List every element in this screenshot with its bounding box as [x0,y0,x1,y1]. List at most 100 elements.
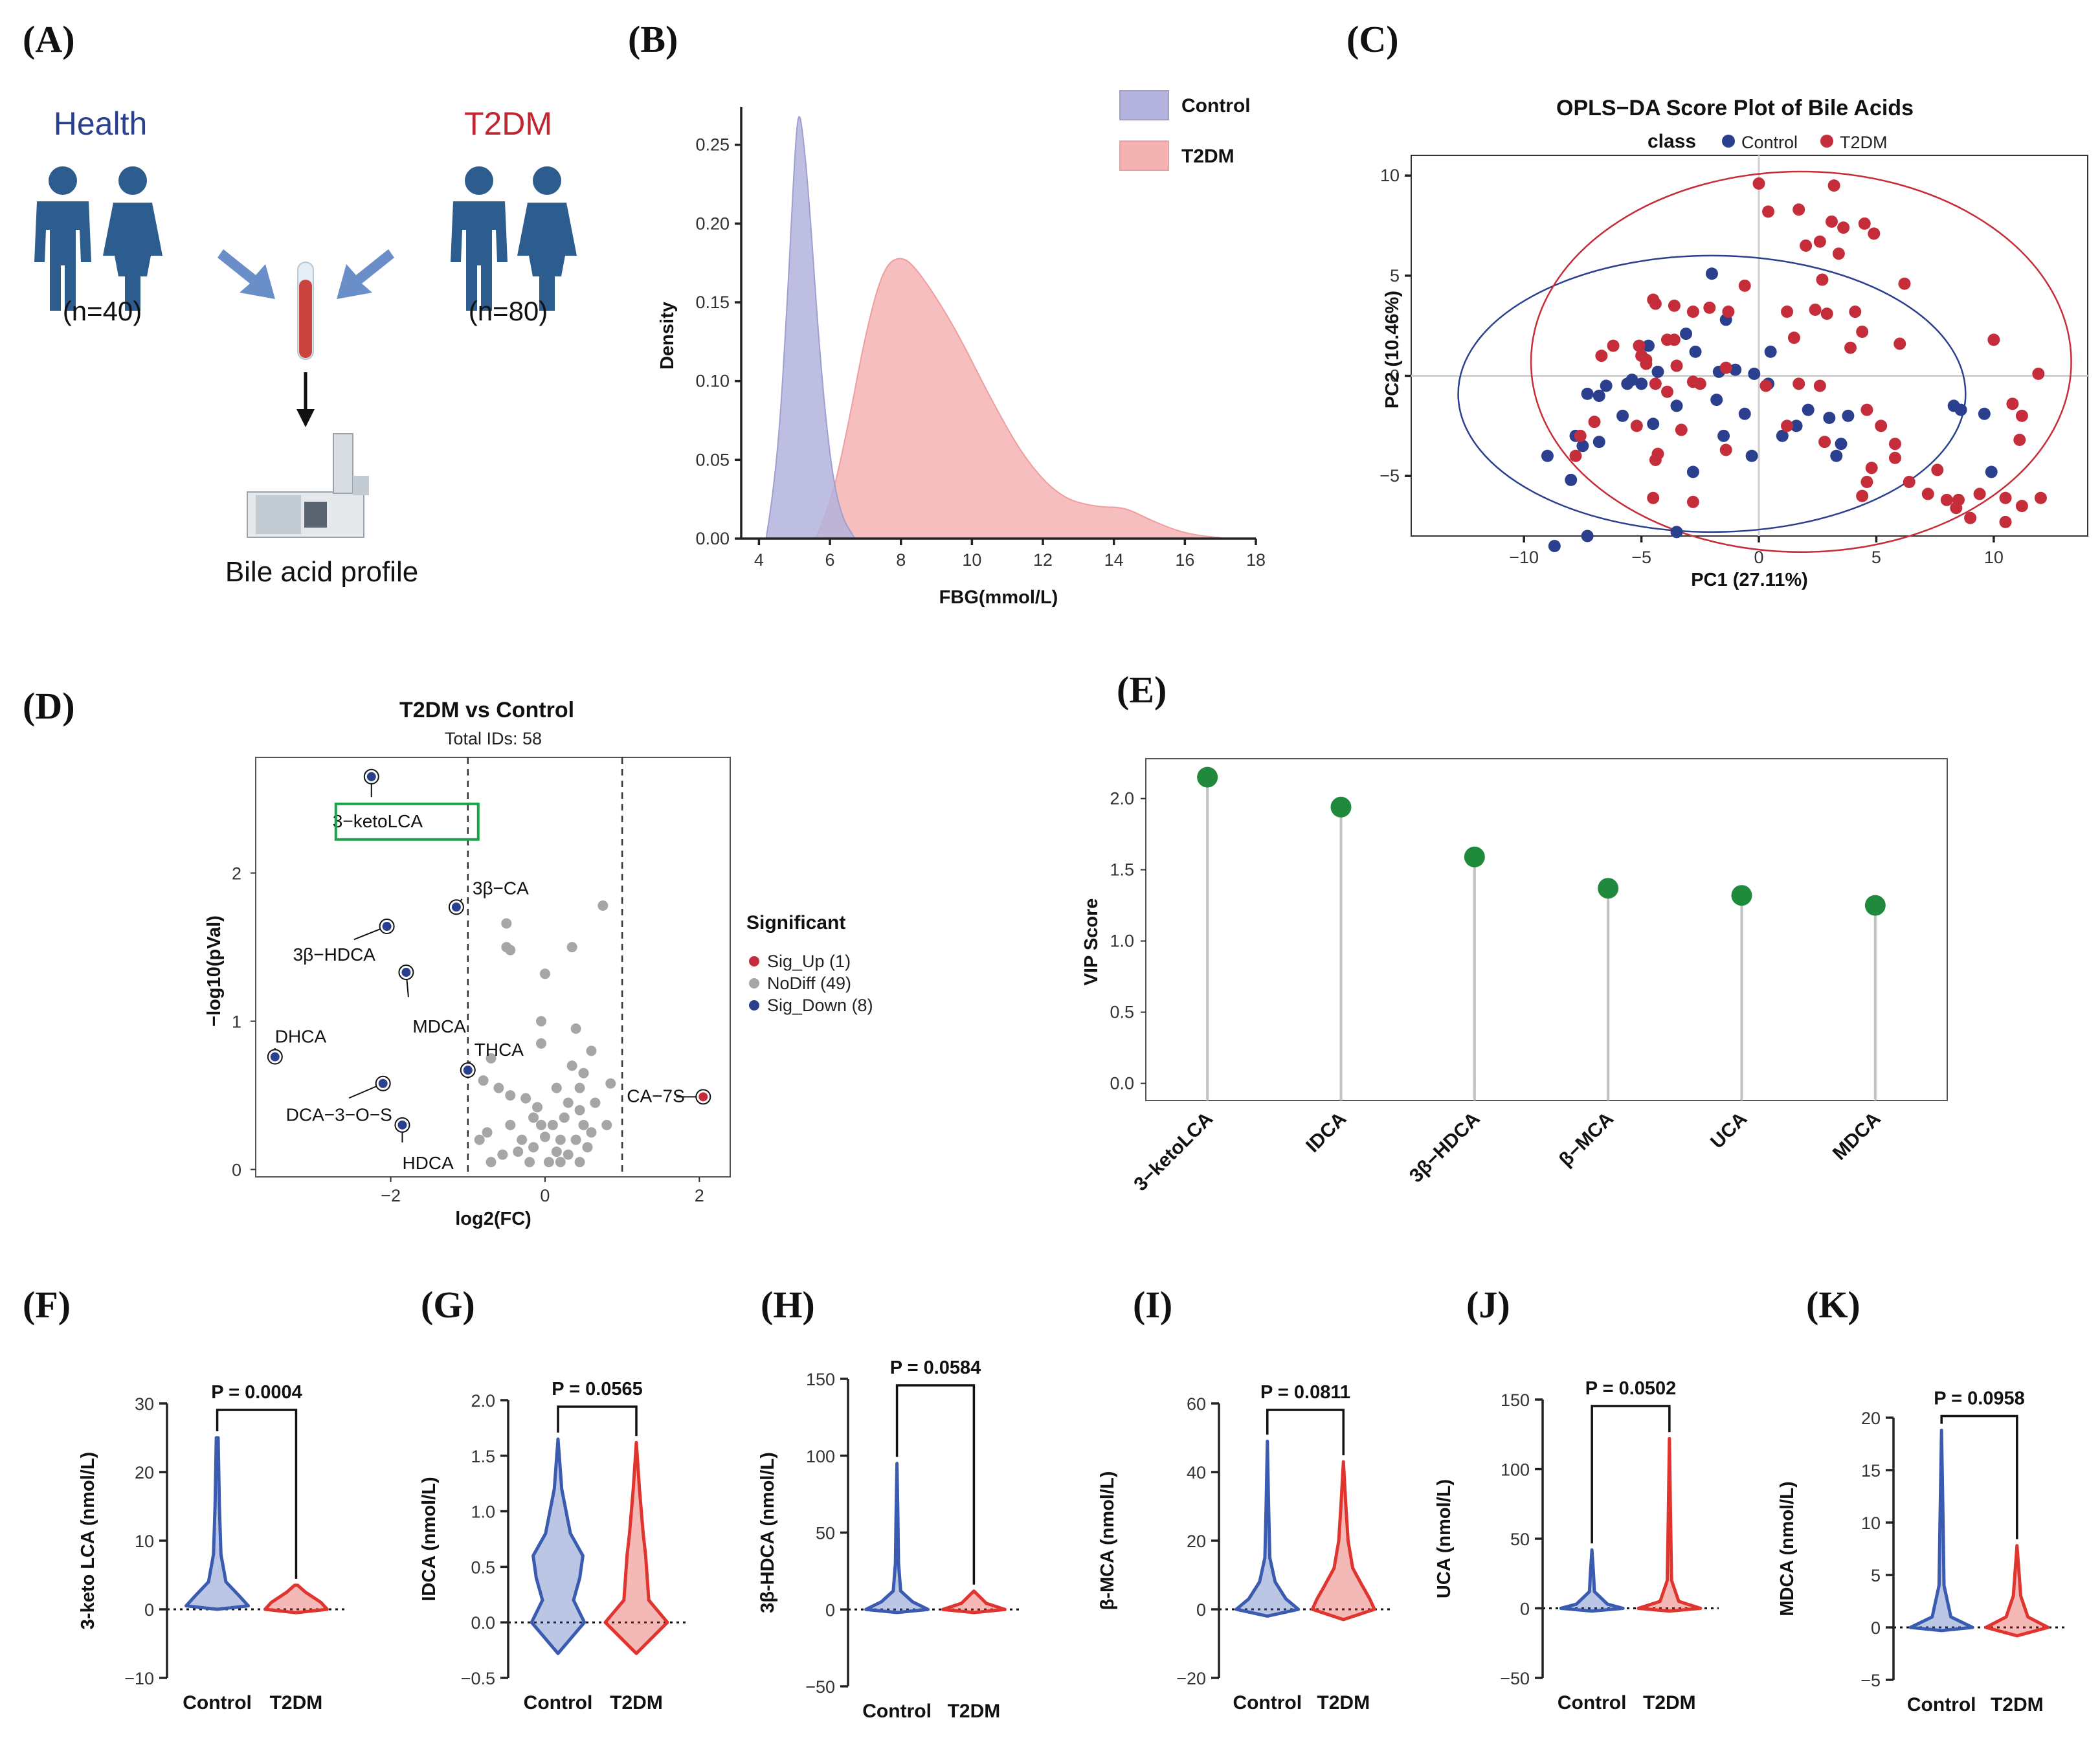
point-control [1616,409,1629,422]
point-t2dm [1813,235,1826,248]
panel-label: (C) [1346,18,1399,60]
y-axis-label: β-MCA (nmol/L) [1097,1471,1118,1611]
x-tick-label: −5 [1631,548,1651,567]
point-nodiff [524,1157,535,1168]
person-body [451,201,508,311]
point-t2dm [1574,429,1587,442]
legend-title: class [1648,131,1696,152]
point-control [1842,409,1855,422]
point-t2dm [1781,306,1794,318]
chart-title: T2DM vs Control [399,698,574,722]
legend-swatch-control [1119,90,1169,120]
y-tick-label: 0 [1520,1600,1530,1619]
point-up [698,1092,708,1102]
y-tick-label: 1 [232,1012,241,1032]
y-tick-label: 2 [232,864,241,884]
point-control [1830,449,1843,462]
female-icon [103,166,162,311]
panel-b: 4 6 8 10 12 14 16 18 0.00 0.05 0.10 0.15 0.20 0.25 FBG… [657,90,1266,608]
legend-dot-t2dm [1820,135,1833,148]
x-tick-label: Control [1907,1694,1976,1715]
instrument-tower [333,433,353,494]
point-nodiff [532,1102,543,1113]
x-tick-label: 4 [754,550,764,570]
y-tick-label: 0 [1390,366,1400,386]
legend-label: T2DM [1840,133,1888,152]
y-axis-label: IDCA (nmol/L) [419,1477,440,1601]
point-nodiff [493,1082,504,1093]
point-control [1954,403,1967,416]
p-value: P = 0.0811 [1260,1382,1350,1403]
point-nodiff [535,1119,546,1130]
y-tick-label: 150 [1501,1390,1530,1410]
point-t2dm [1849,306,1862,318]
x-tick-label: UCA [1706,1108,1751,1153]
y-axis-label: 3β-HDCA (nmol/L) [757,1452,778,1613]
violin-t2dm [1984,1544,2050,1638]
x-axis-label: log2(FC) [455,1209,531,1229]
point-nodiff [590,1097,601,1108]
y-tick-label: 1.5 [1110,860,1134,880]
x-tick-label: 14 [1104,550,1124,570]
y-tick-label: 0 [232,1161,241,1180]
point-nodiff [539,968,550,979]
point-nodiff [578,1119,589,1130]
y-tick-label: 0 [1871,1618,1881,1638]
point-t2dm [1903,475,1916,488]
point-down [382,922,392,932]
x-tick-label: 0 [540,1186,550,1205]
panel-h: −50 0 50 100 150 Control T2DM 3β-HDCA (nmol/L) P… [757,1357,1023,1722]
point-control [1710,394,1723,407]
point-t2dm [1647,491,1660,504]
panel-c: −10 −5 0 5 10 −5 0 5 10 OPLS−DA Score Plot of Bil… [1380,96,2088,590]
y-tick-label: 0.05 [695,450,730,469]
point-nodiff [563,1149,574,1160]
point-label: DHCA [275,1027,327,1047]
point-t2dm [1762,205,1775,218]
point-t2dm [1888,438,1901,451]
y-tick-label: 30 [135,1394,154,1414]
y-tick-label: 0.0 [1110,1074,1134,1093]
point-control [1790,419,1803,432]
legend-label: Sig_Down (8) [767,996,873,1015]
point-nodiff [598,900,609,911]
point-control [1651,365,1664,378]
point-t2dm [1793,377,1805,390]
x-tick-label: Control [183,1692,252,1714]
legend-label: Control [1181,95,1251,117]
density-area-control [765,116,856,539]
point-t2dm [1607,339,1620,352]
p-value: P = 0.0004 [211,1382,302,1403]
y-tick-label: 10 [1861,1513,1881,1533]
panel-label: (I) [1133,1284,1172,1326]
x-tick-label: 2 [695,1186,704,1205]
y-tick-label: 100 [1501,1460,1530,1480]
panel-label: (B) [628,18,678,60]
legend-label: T2DM [1181,146,1234,167]
point-t2dm [2006,397,2019,410]
point-down [378,1078,388,1088]
point-t2dm [1675,423,1688,436]
point-nodiff [505,1090,516,1101]
legend-label: Sig_Up (1) [767,952,851,971]
point-control [1686,465,1699,478]
y-tick-label: 5 [1871,1566,1881,1585]
point-t2dm [1832,247,1845,260]
point-t2dm [1686,306,1699,318]
point-t2dm [1787,331,1800,344]
y-tick-label: 0 [144,1600,154,1620]
violin-control [530,1437,586,1655]
point-nodiff [574,1104,585,1115]
point-t2dm [1931,463,1944,476]
x-tick-label: Control [862,1701,932,1722]
y-tick-label: 20 [135,1463,154,1482]
panel-label: (K) [1806,1284,1860,1326]
plot-frame [255,757,731,1178]
point-t2dm [1816,273,1829,286]
point-down [270,1052,280,1062]
y-tick-label: 0.20 [695,214,730,233]
point-control [1592,436,1605,449]
y-tick-label: 0 [825,1600,835,1620]
panel-label: (H) [761,1284,815,1326]
point-t2dm [1999,515,2012,528]
